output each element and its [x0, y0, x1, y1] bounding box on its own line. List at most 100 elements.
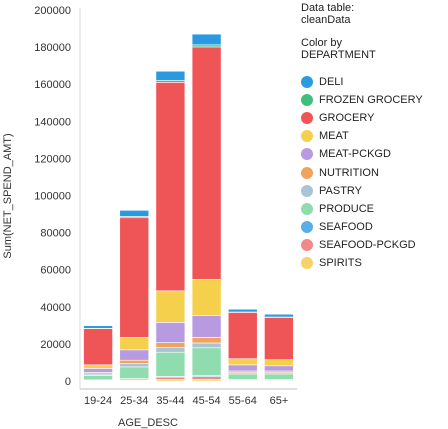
bar-segment-deli[interactable] [155, 70, 186, 81]
bar-segment-grocery[interactable] [155, 82, 186, 292]
legend-item-nutrition[interactable]: NUTRITION [301, 163, 446, 181]
bar-segment-meat-pckgd[interactable] [119, 349, 150, 361]
bar-segment-meat[interactable] [191, 279, 222, 316]
bar-segment-meat[interactable] [155, 290, 186, 323]
bar-segment-pastry[interactable] [155, 347, 186, 353]
bar-segment-meat-pckgd[interactable] [155, 322, 186, 343]
legend-swatch-icon [301, 202, 313, 215]
bar-segment-grocery[interactable] [191, 46, 222, 280]
legend-label: FROZEN GROCERY [319, 94, 423, 107]
legend-panel: Data table: cleanData Color by DEPARTMEN… [301, 2, 446, 272]
y-tick-label: 160000 [34, 79, 71, 91]
bar-segment-seafood-pckgd[interactable] [155, 376, 186, 380]
legend-item-meat-pckgd[interactable]: MEAT-PCKGD [301, 145, 446, 163]
x-tick-label: 19-24 [84, 395, 112, 407]
x-axis: 19-24 25-34 35-44 45-54 55-64 65+ [84, 395, 288, 407]
y-tick-label: 120000 [34, 153, 71, 165]
bar-segment-nutrition[interactable] [155, 342, 186, 348]
bar-segment-grocery[interactable] [119, 217, 150, 338]
legend-swatch-icon [301, 184, 313, 197]
y-tick-label: 140000 [34, 116, 71, 128]
x-tick-label: 25-34 [120, 395, 148, 407]
bar-segment-produce[interactable] [119, 366, 150, 379]
bar-segment-nutrition[interactable] [119, 359, 150, 364]
legend-label: GROCERY [319, 112, 375, 125]
legend-swatch-icon [301, 238, 313, 251]
data-table-label: Data table: [301, 2, 355, 14]
legend-label: SPIRITS [319, 256, 362, 269]
legend-item-produce[interactable]: PRODUCE [301, 200, 446, 218]
y-tick-label: 80000 [40, 228, 71, 240]
legend-label: DELI [319, 76, 344, 89]
y-axis: 0 20000 40000 60000 80000 100000 120000 140000 1… [34, 5, 297, 390]
legend-swatch-icon [301, 256, 313, 269]
legend-item-seafood-pckgd[interactable]: SEAFOOD-PCKGD [301, 236, 446, 254]
bar-segment-produce[interactable] [83, 375, 113, 381]
bar-segment-seafood-pckgd[interactable] [191, 376, 222, 380]
bar-segment-meat-pckgd[interactable] [264, 365, 294, 372]
legend-item-grocery[interactable]: GROCERY [301, 109, 446, 127]
legend-item-spirits[interactable]: SPIRITS [301, 254, 446, 272]
legend-label: MEAT-PCKGD [319, 148, 391, 161]
legend-item-meat[interactable]: MEAT [301, 127, 446, 145]
legend-swatch-icon [301, 76, 313, 89]
x-tick-label: 45-54 [193, 395, 221, 407]
color-by-label: Color by [301, 37, 342, 49]
legend-label: MEAT [319, 130, 349, 143]
bar-segment-deli[interactable] [227, 308, 258, 313]
bar-segment-deli[interactable] [191, 33, 222, 46]
bar-segment-produce[interactable] [191, 347, 222, 376]
bar-segment-produce[interactable] [227, 373, 258, 380]
legend-swatch-icon [301, 148, 313, 161]
legend-label: SEAFOOD-PCKGD [319, 238, 416, 251]
y-tick-label: 60000 [40, 265, 71, 277]
data-table-name[interactable]: cleanData [301, 14, 351, 26]
legend-label: NUTRITION [319, 166, 379, 179]
bar-segment-deli[interactable] [264, 313, 294, 318]
legend-label: PASTRY [319, 184, 362, 197]
bar-segment-grocery[interactable] [227, 312, 258, 360]
bar-segment-deli[interactable] [119, 210, 150, 217]
bar-segment-produce[interactable] [155, 351, 186, 377]
legend-swatch-icon [301, 166, 313, 179]
legend-item-frozen-grocery[interactable]: FROZEN GROCERY [301, 91, 446, 109]
bar-segment-meat[interactable] [227, 358, 258, 366]
legend: DELI FROZEN GROCERY GROCERY MEAT MEAT-PCKGD N… [301, 73, 446, 272]
bar-segment-produce[interactable] [264, 373, 294, 380]
bar-segment-meat[interactable] [83, 364, 113, 369]
bar-segment-meat-pckgd[interactable] [191, 315, 222, 338]
bar-segment-meat-pckgd[interactable] [227, 364, 258, 372]
bar-segment-pastry[interactable] [191, 342, 222, 349]
bar-segment-pastry[interactable] [119, 363, 150, 368]
color-by-field[interactable]: DEPARTMENT [301, 49, 376, 61]
bar-segment-meat[interactable] [119, 337, 150, 351]
x-tick-label: 65+ [270, 395, 289, 407]
legend-label: PRODUCE [319, 202, 375, 215]
bar-segment-grocery[interactable] [264, 317, 294, 360]
legend-label: SEAFOOD [319, 220, 373, 233]
y-tick-label: 180000 [34, 42, 71, 54]
y-tick-label: 40000 [40, 302, 71, 314]
y-tick-label: 100000 [34, 191, 71, 203]
bar-segment-frozen-grocery[interactable] [191, 44, 222, 48]
x-tick-label: 35-44 [156, 395, 184, 407]
x-axis-title: AGE_DESC [118, 417, 178, 429]
x-tick-label: 55-64 [229, 395, 257, 407]
bar-stacks [83, 33, 294, 382]
legend-swatch-icon [301, 130, 313, 143]
legend-swatch-icon [301, 220, 313, 233]
y-tick-label: 200000 [34, 5, 71, 17]
y-axis-title: Sum(NET_SPEND_AMT) [2, 133, 14, 258]
legend-swatch-icon [301, 112, 313, 125]
legend-swatch-icon [301, 94, 313, 107]
bar-segment-nutrition[interactable] [191, 337, 222, 344]
legend-item-seafood[interactable]: SEAFOOD [301, 218, 446, 236]
bar-segment-meat[interactable] [264, 359, 294, 367]
bar-segment-grocery[interactable] [83, 328, 113, 366]
y-tick-label: 0 [65, 376, 71, 388]
stacked-bar-chart: 0 20000 40000 60000 80000 100000 120000 140000 1… [2, 5, 297, 429]
bar-segment-meat-pckgd[interactable] [83, 368, 113, 373]
legend-item-deli[interactable]: DELI [301, 73, 446, 91]
legend-item-pastry[interactable]: PASTRY [301, 182, 446, 200]
bar-segment-deli[interactable] [83, 325, 113, 329]
